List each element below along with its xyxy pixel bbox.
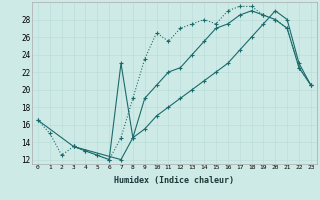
X-axis label: Humidex (Indice chaleur): Humidex (Indice chaleur) bbox=[115, 176, 234, 185]
